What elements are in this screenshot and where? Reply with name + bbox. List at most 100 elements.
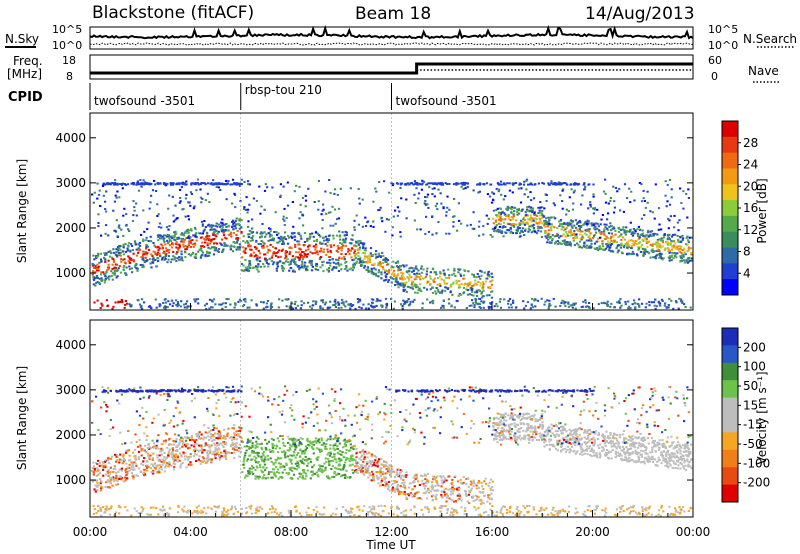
data-cell	[281, 248, 284, 251]
data-cell	[429, 288, 432, 291]
data-cell	[412, 476, 415, 479]
data-cell	[590, 239, 593, 242]
data-cell	[583, 452, 586, 455]
data-cell	[687, 247, 690, 250]
data-cell	[304, 445, 307, 448]
data-cell	[97, 222, 100, 224]
data-cell	[583, 188, 586, 191]
data-cell	[399, 268, 402, 271]
data-cell	[147, 454, 150, 457]
data-cell	[409, 300, 412, 303]
data-cell	[180, 240, 183, 243]
data-cell	[281, 266, 284, 269]
data-cell	[438, 291, 442, 294]
data-cell	[396, 283, 399, 286]
data-cell	[164, 466, 167, 469]
data-cell	[666, 183, 669, 186]
data-cell	[207, 439, 211, 441]
data-cell	[458, 268, 461, 271]
data-cell	[190, 229, 193, 232]
data-cell	[460, 283, 463, 286]
data-cell	[238, 218, 241, 221]
data-cell	[548, 440, 551, 443]
data-cell	[339, 238, 342, 241]
data-cell	[490, 492, 493, 495]
data-cell	[626, 450, 629, 452]
data-cell	[157, 464, 160, 467]
data-cell	[321, 261, 324, 264]
data-cell	[525, 214, 528, 216]
data-cell	[179, 233, 183, 236]
data-cell	[152, 259, 155, 261]
data-cell	[531, 426, 534, 429]
data-cell	[92, 254, 95, 257]
data-cell	[96, 281, 99, 283]
data-cell	[361, 264, 364, 267]
data-cell	[370, 304, 373, 307]
data-cell	[321, 227, 324, 230]
data-cell	[256, 443, 259, 445]
data-cell	[667, 250, 670, 253]
data-cell	[244, 266, 247, 269]
data-cell	[289, 267, 292, 270]
data-cell	[481, 281, 485, 283]
data-cell	[264, 183, 267, 186]
data-cell	[543, 219, 546, 222]
data-cell	[223, 236, 227, 239]
data-cell	[229, 245, 232, 248]
data-cell	[680, 257, 683, 260]
data-cell	[509, 227, 512, 230]
data-cell	[584, 305, 587, 308]
data-cell	[106, 276, 109, 279]
data-cell	[192, 234, 195, 237]
data-cell	[158, 253, 161, 256]
data-cell	[133, 209, 136, 212]
data-cell	[464, 182, 468, 185]
data-cell	[573, 303, 576, 306]
data-cell	[395, 182, 399, 185]
data-cell	[337, 217, 340, 220]
data-cell	[462, 286, 466, 289]
data-cell	[330, 246, 333, 248]
data-cell	[524, 228, 527, 231]
data-cell	[631, 441, 634, 444]
data-cell	[100, 260, 103, 263]
data-cell	[620, 242, 623, 245]
data-cell	[334, 188, 337, 191]
data-cell	[589, 205, 592, 208]
data-cell	[683, 247, 686, 250]
noise-left-label: N.Sky	[5, 32, 39, 46]
data-cell	[236, 237, 239, 240]
data-cell	[305, 459, 308, 462]
data-cell	[573, 234, 576, 236]
data-cell	[610, 235, 613, 238]
data-cell	[92, 263, 95, 266]
data-cell	[426, 298, 429, 301]
data-cell	[357, 188, 360, 190]
data-cell	[283, 207, 286, 210]
data-cell	[458, 494, 461, 497]
data-cell	[548, 448, 551, 451]
data-cell	[523, 180, 526, 183]
power-colorbar-label: Power [dB]	[755, 178, 769, 243]
data-cell	[102, 468, 105, 471]
data-cell	[137, 456, 140, 459]
data-cell	[310, 269, 314, 272]
data-cell	[433, 277, 436, 280]
data-cell	[537, 206, 540, 209]
data-cell	[618, 455, 621, 457]
data-cell	[279, 260, 282, 263]
data-cell	[551, 445, 554, 448]
data-cell	[651, 211, 654, 214]
data-cell	[306, 265, 309, 268]
data-cell	[538, 211, 541, 214]
data-cell	[187, 443, 190, 446]
data-cell	[603, 228, 606, 231]
data-cell	[240, 230, 243, 233]
data-cell	[518, 224, 521, 226]
data-cell	[369, 247, 373, 250]
data-cell	[400, 303, 403, 306]
data-cell	[128, 261, 132, 264]
data-cell	[149, 262, 152, 265]
